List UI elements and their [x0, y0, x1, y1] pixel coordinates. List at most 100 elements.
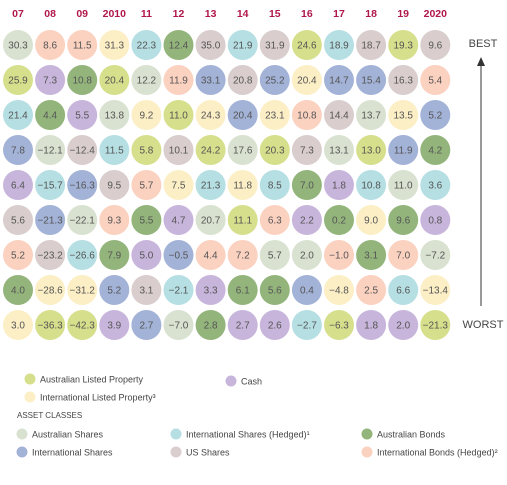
return-label: 24.6 — [297, 41, 317, 52]
legend-swatch — [225, 375, 237, 387]
return-circle — [163, 240, 194, 270]
return-circle — [356, 240, 387, 270]
return-circle — [420, 65, 451, 95]
return-circle — [131, 275, 162, 305]
return-label: 5.5 — [75, 111, 89, 122]
return-circle — [291, 65, 322, 95]
legend-label: Cash — [241, 376, 262, 386]
return-circle — [131, 100, 162, 130]
return-circle — [99, 30, 130, 60]
return-circle — [227, 100, 258, 130]
return-circle — [356, 170, 387, 200]
return-label: −21.3 — [37, 216, 63, 227]
return-circle — [259, 205, 290, 235]
return-circle — [3, 30, 33, 60]
year-label: 07 — [12, 8, 24, 20]
return-circle — [67, 100, 98, 130]
worst-label: WORST — [463, 319, 504, 331]
return-label: 7.3 — [300, 146, 314, 157]
return-circle — [163, 310, 194, 340]
return-circle — [3, 170, 33, 200]
return-label: 9.3 — [107, 216, 121, 227]
return-circle — [388, 100, 419, 130]
legend-label: Australian Listed Property — [40, 374, 144, 384]
return-label: −21.3 — [423, 321, 449, 332]
return-circle — [99, 170, 130, 200]
return-label: 6.6 — [396, 286, 410, 297]
return-circle — [163, 170, 194, 200]
return-label: 21.9 — [233, 41, 253, 52]
return-circle — [227, 310, 258, 340]
return-circle — [291, 170, 322, 200]
return-label: 12.4 — [169, 41, 189, 52]
return-label: −42.3 — [70, 321, 96, 332]
return-circle — [3, 100, 33, 130]
return-label: 13.5 — [393, 111, 413, 122]
return-circle — [195, 65, 226, 95]
return-label: 25.2 — [265, 76, 285, 87]
return-circle — [3, 135, 33, 165]
return-circle — [324, 135, 354, 165]
return-label: 33.1 — [201, 76, 221, 87]
year-label: 08 — [44, 8, 56, 20]
return-label: 21.4 — [8, 111, 28, 122]
legend-swatch — [24, 391, 36, 403]
return-label: 9.2 — [139, 111, 153, 122]
return-label: 7.2 — [236, 251, 250, 262]
return-circle — [163, 100, 194, 130]
return-label: 10.1 — [169, 146, 189, 157]
return-circle — [388, 275, 419, 305]
return-circle — [99, 65, 130, 95]
legend-swatch — [170, 428, 182, 440]
return-circle — [35, 30, 66, 60]
return-circle — [195, 170, 226, 200]
return-label: −22.1 — [70, 216, 96, 227]
return-label: 2.0 — [300, 251, 314, 262]
return-label: 20.4 — [233, 111, 253, 122]
return-circle — [35, 135, 66, 165]
return-circle — [35, 100, 66, 130]
return-label: −2.7 — [297, 321, 317, 332]
return-circle — [291, 310, 322, 340]
return-circle — [388, 135, 419, 165]
return-label: 4.4 — [204, 251, 218, 262]
return-label: −1.0 — [329, 251, 349, 262]
return-circle — [324, 275, 354, 305]
return-label: 11.0 — [169, 111, 188, 122]
legend-title: ASSET CLASSES — [17, 411, 82, 420]
return-circle — [163, 275, 194, 305]
return-label: 5.2 — [107, 286, 121, 297]
legend-swatch — [361, 446, 373, 458]
return-label: −13.4 — [423, 286, 449, 297]
return-label: 10.8 — [361, 181, 381, 192]
return-label: −2.1 — [169, 286, 189, 297]
return-circle — [131, 240, 162, 270]
return-circle — [67, 310, 98, 340]
return-circle — [388, 205, 419, 235]
return-label: 7.0 — [300, 181, 314, 192]
return-circle — [324, 65, 354, 95]
return-label: 2.5 — [364, 286, 378, 297]
return-label: 3.1 — [364, 251, 378, 262]
return-circle — [131, 205, 162, 235]
return-circle — [67, 30, 98, 60]
return-circle — [324, 240, 354, 270]
return-circle — [3, 275, 33, 305]
return-circle — [388, 30, 419, 60]
return-circle — [227, 170, 258, 200]
return-label: 30.3 — [8, 41, 28, 52]
rank-arrowhead — [477, 57, 485, 66]
legend-label: Australian Bonds — [377, 429, 446, 439]
return-label: −0.5 — [169, 251, 189, 262]
legend-label: International Listed Property³ — [40, 392, 156, 402]
return-label: 2.2 — [300, 216, 314, 227]
return-circle — [259, 310, 290, 340]
return-circle — [163, 135, 194, 165]
return-label: 11.1 — [233, 216, 252, 227]
return-label: 24.3 — [201, 111, 221, 122]
return-label: 9.5 — [107, 181, 121, 192]
return-label: 1.8 — [332, 181, 346, 192]
return-label: 14.4 — [329, 111, 349, 122]
return-label: 2.7 — [236, 321, 250, 332]
